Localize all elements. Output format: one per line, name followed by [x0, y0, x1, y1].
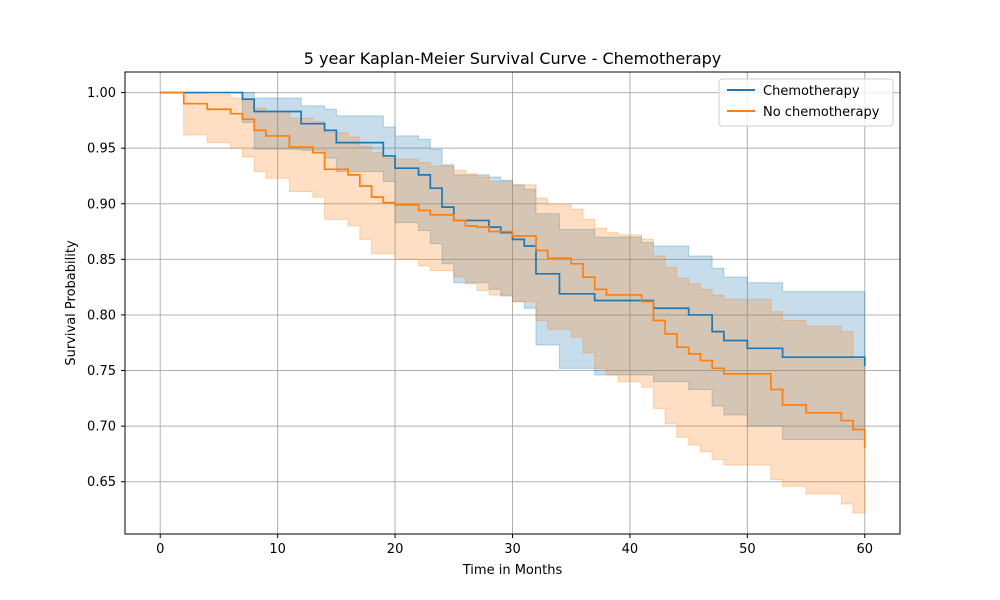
x-axis-title: Time in Months — [462, 563, 563, 578]
chart-title: 5 year Kaplan-Meier Survival Curve - Che… — [304, 49, 722, 68]
y-tick-label: 0.85 — [87, 253, 116, 268]
legend-box — [718, 78, 894, 127]
survival-line-chemotherapy — [160, 91, 866, 367]
y-tick-label: 0.80 — [87, 308, 116, 323]
x-tick-label: 50 — [739, 542, 756, 557]
x-tick-label: 10 — [269, 542, 286, 557]
axis-ticks: 0 10 20 30 40 50 60 0.65 0.70 0.75 0.80 0.85 0.90 0.9… — [87, 86, 873, 557]
y-tick-label: 0.95 — [87, 142, 116, 157]
y-tick-label: 0.70 — [87, 420, 116, 435]
x-tick-label: 20 — [387, 542, 404, 557]
grid — [125, 72, 900, 534]
y-tick-label: 0.75 — [87, 364, 116, 379]
survival-line-no-chemotherapy — [160, 91, 866, 449]
y-tick-label: 0.90 — [87, 197, 116, 212]
y-axis-title: Survival Probability — [64, 240, 79, 366]
survival-lines — [160, 91, 866, 449]
x-tick-label: 0 — [156, 542, 164, 557]
legend: Chemotherapy No chemotherapy — [718, 78, 894, 127]
x-tick-label: 40 — [622, 542, 639, 557]
legend-label-chemotherapy: Chemotherapy — [763, 84, 860, 99]
x-tick-label: 60 — [856, 542, 873, 557]
x-tick-label: 30 — [504, 542, 521, 557]
y-tick-label: 0.65 — [87, 475, 116, 490]
y-tick-label: 1.00 — [87, 86, 116, 101]
legend-label-no-chemotherapy: No chemotherapy — [763, 105, 880, 120]
